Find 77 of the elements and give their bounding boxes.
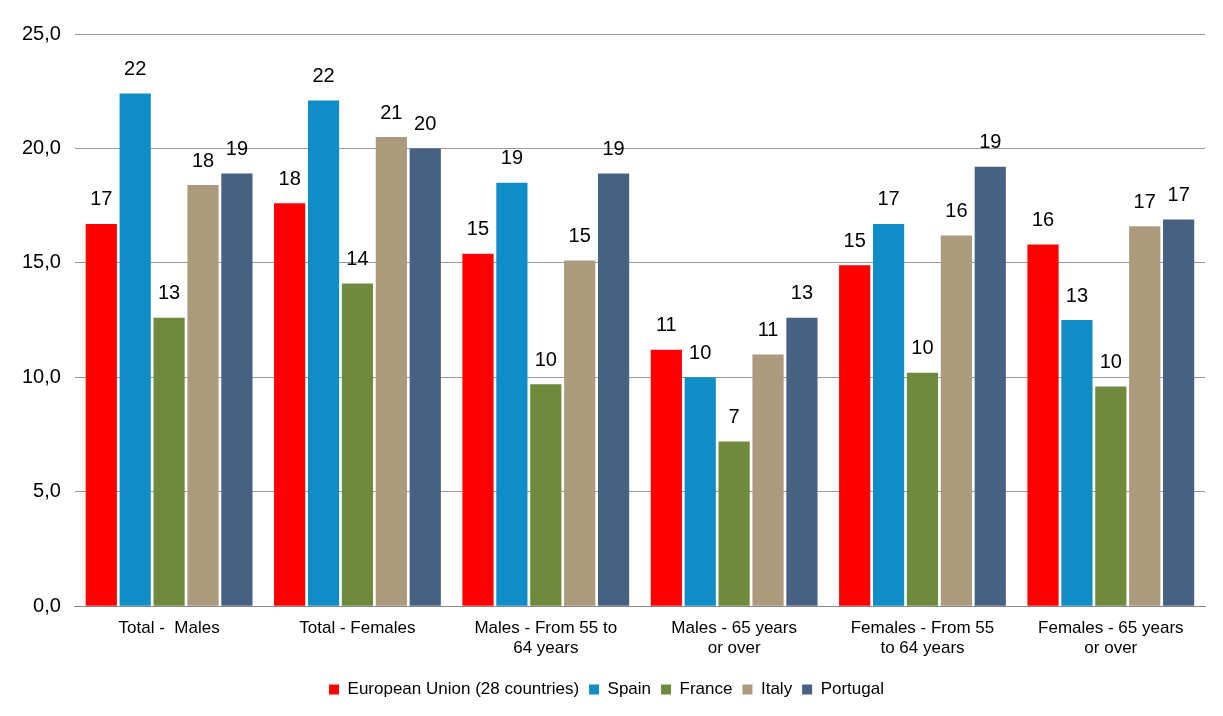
data-label: 19 [602,137,625,160]
data-label: 7 [728,404,740,427]
bar [119,93,151,606]
bar [409,148,441,606]
legend-label: Italy [760,679,793,699]
bar [375,137,407,606]
data-label: 15 [466,217,490,240]
y-tick-label: 15,0 [21,250,61,273]
data-label: 18 [191,148,215,171]
bar [1129,226,1161,606]
data-label: 22 [312,63,335,86]
data-label: 17 [877,187,900,210]
data-label: 10 [534,347,557,370]
y-tick-label: 25,0 [21,21,61,44]
bar [462,253,494,606]
data-label: 14 [346,246,369,269]
bar [341,283,374,606]
legend-label: Spain [607,679,652,699]
legend-label: Portugal [820,679,884,699]
data-label: 13 [157,281,181,304]
data-label: 11 [655,313,677,336]
data-label: 17 [1133,189,1156,212]
y-tick-label: 0,0 [33,593,61,616]
bar [940,235,972,606]
data-label: 22 [124,57,147,80]
y-tick-label: 10,0 [21,364,61,387]
bar [221,173,253,606]
bar [598,173,630,606]
legend-label: European Union (28 countries) [347,679,580,699]
bar [307,100,340,606]
bar [496,182,528,606]
bar [564,260,596,606]
x-tick-label: Total - Males [118,618,220,638]
data-label: 13 [790,281,814,304]
bar [530,384,562,606]
bar [718,441,750,606]
bar [839,265,871,606]
data-label: 17 [1167,182,1190,205]
y-tick-label: 5,0 [33,479,61,502]
bar [274,203,306,606]
bar [1027,244,1059,606]
data-label: 10 [689,340,712,363]
data-label: 16 [945,198,968,221]
bar [1095,386,1127,606]
data-label: 11 [757,317,779,340]
data-label: 17 [90,187,113,210]
bar [752,354,784,606]
x-tick-label: Total - Females [299,618,416,638]
data-label: 21 [380,100,403,123]
data-label: 10 [1099,349,1122,372]
data-label: 10 [911,336,934,359]
x-tick-label: Females - From 55 to 64 years [850,618,995,658]
bar [187,185,219,606]
data-label: 13 [1065,283,1089,306]
bar [1061,320,1093,606]
data-label: 19 [979,130,1002,153]
bar [974,166,1006,606]
x-tick-label: Males - 65 years or over [671,618,797,658]
data-label: 16 [1031,208,1055,231]
bar [786,317,818,606]
bar [650,349,682,606]
data-label: 15 [843,228,866,251]
y-tick-label: 20,0 [21,135,61,158]
bar [1163,219,1195,606]
x-tick-label: Males - From 55 to 64 years [474,618,618,658]
x-tick-label: Females - 65 years or over [1038,618,1184,658]
data-label: 20 [414,111,437,134]
bar [872,223,905,606]
data-label: 15 [568,224,591,247]
bar [906,372,939,606]
bar [85,223,117,606]
bar [684,377,716,606]
data-label: 18 [278,166,301,189]
data-label: 19 [225,137,249,160]
bar [153,317,185,606]
legend-label: France [679,679,733,699]
data-label: 19 [500,146,524,169]
